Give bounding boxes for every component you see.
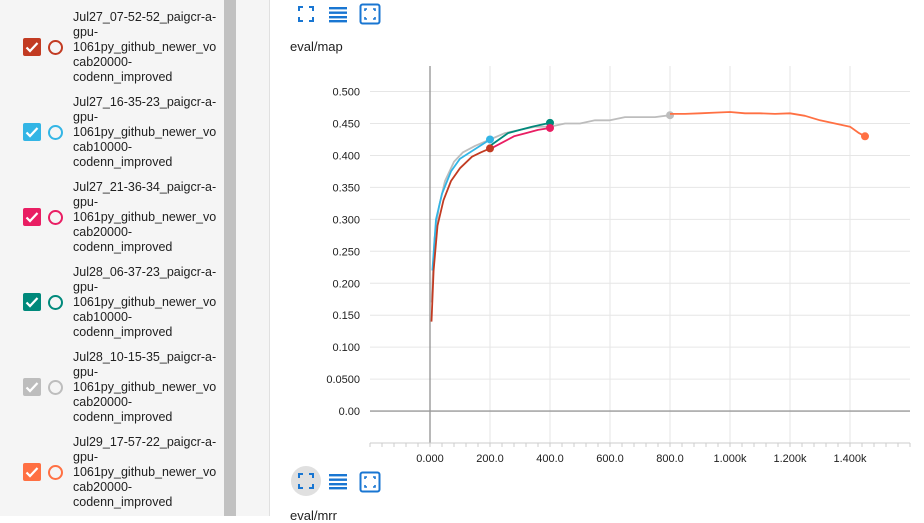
- run-checkbox[interactable]: [23, 38, 41, 56]
- eval-map-chart[interactable]: 0.000 200.0 400.0 600.0 800.0 1.000k 1.200k 1.4…: [270, 60, 924, 470]
- series-end-point[interactable]: [486, 144, 494, 153]
- y-tick-label: 0.400: [332, 150, 360, 162]
- run-label: Jul27_21-36-34_paigcr-a- gpu- 1061py_git…: [73, 180, 217, 254]
- series-end-point[interactable]: [546, 123, 554, 132]
- y-tick-label: 0.150: [332, 310, 360, 322]
- fit-domain-icon[interactable]: [297, 5, 315, 23]
- y-tick-label: 0.450: [332, 119, 360, 131]
- y-tick-label: 0.300: [332, 214, 360, 226]
- run-color-circle-icon[interactable]: [48, 295, 63, 310]
- run-label: Jul28_10-15-35_paigcr-a- gpu- 1061py_git…: [73, 350, 217, 424]
- x-tick-label: 1.200k: [773, 453, 807, 465]
- x-tick-label: 1.000k: [713, 453, 747, 465]
- y-tick-label: 0.0500: [326, 374, 360, 386]
- toggle-log-icon[interactable]: [328, 5, 348, 23]
- run-color-circle-icon[interactable]: [48, 40, 63, 55]
- y-tick-label: 0.500: [332, 87, 360, 99]
- sidebar-gutter: [236, 0, 270, 516]
- run-item[interactable]: Jul27_16-35-23_paigcr-a- gpu- 1061py_git…: [0, 95, 224, 180]
- x-tick-label: 600.0: [596, 453, 624, 465]
- checkmark-icon: [25, 212, 39, 223]
- checkmark-icon: [25, 382, 39, 393]
- run-color-circle-icon[interactable]: [48, 380, 63, 395]
- y-tick-label: 0.00: [339, 406, 360, 418]
- run-item[interactable]: Jul27_07-52-52_paigcr-a- gpu- 1061py_git…: [0, 10, 224, 95]
- series-end-point[interactable]: [666, 111, 674, 120]
- series-line[interactable]: [430, 147, 491, 322]
- zoom-icon[interactable]: [359, 471, 381, 493]
- run-item[interactable]: Jul28_10-15-35_paigcr-a- gpu- 1061py_git…: [0, 350, 224, 435]
- checkmark-icon: [25, 42, 39, 53]
- run-label: Jul28_06-37-23_paigcr-a- gpu- 1061py_git…: [73, 265, 217, 339]
- series-end-point[interactable]: [486, 135, 494, 144]
- y-tick-label: 0.100: [332, 342, 360, 354]
- checkmark-icon: [25, 127, 39, 138]
- x-tick-label: 800.0: [656, 453, 684, 465]
- run-label: Jul27_07-52-52_paigcr-a- gpu- 1061py_git…: [73, 10, 217, 84]
- run-label: Jul29_17-57-22_paigcr-a- gpu- 1061py_git…: [73, 435, 217, 509]
- series-line[interactable]: [489, 122, 551, 147]
- run-color-circle-icon[interactable]: [48, 465, 63, 480]
- x-tick-label: 1.400k: [833, 453, 867, 465]
- panel-divider: [269, 0, 270, 516]
- x-tick-label: 200.0: [476, 453, 504, 465]
- series-line[interactable]: [431, 138, 491, 271]
- series-end-point[interactable]: [861, 132, 869, 141]
- series-line[interactable]: [430, 114, 671, 303]
- fit-domain-icon[interactable]: [291, 466, 321, 496]
- run-checkbox[interactable]: [23, 123, 41, 141]
- toggle-log-icon[interactable]: [328, 472, 348, 490]
- zoom-icon[interactable]: [359, 3, 381, 25]
- series-line[interactable]: [670, 111, 866, 138]
- run-item[interactable]: Jul28_06-37-23_paigcr-a- gpu- 1061py_git…: [0, 265, 224, 350]
- chart-title: eval/map: [290, 39, 343, 54]
- run-checkbox[interactable]: [23, 378, 41, 396]
- checkmark-icon: [25, 467, 39, 478]
- run-item[interactable]: Jul27_21-36-34_paigcr-a- gpu- 1061py_git…: [0, 180, 224, 265]
- sidebar-scrollbar[interactable]: [224, 0, 236, 516]
- y-tick-label: 0.250: [332, 246, 360, 258]
- checkmark-icon: [25, 297, 39, 308]
- run-item[interactable]: Jul29_17-57-22_paigcr-a- gpu- 1061py_git…: [0, 435, 224, 516]
- run-color-circle-icon[interactable]: [48, 125, 63, 140]
- run-checkbox[interactable]: [23, 463, 41, 481]
- series-line[interactable]: [489, 127, 551, 150]
- run-selector-sidebar: Jul27_07-52-52_paigcr-a- gpu- 1061py_git…: [0, 0, 224, 516]
- x-tick-label: 400.0: [536, 453, 564, 465]
- run-checkbox[interactable]: [23, 293, 41, 311]
- run-color-circle-icon[interactable]: [48, 210, 63, 225]
- run-label: Jul27_16-35-23_paigcr-a- gpu- 1061py_git…: [73, 95, 217, 169]
- y-tick-label: 0.200: [332, 278, 360, 290]
- run-checkbox[interactable]: [23, 208, 41, 226]
- x-tick-label: 0.000: [416, 453, 444, 465]
- y-tick-label: 0.350: [332, 182, 360, 194]
